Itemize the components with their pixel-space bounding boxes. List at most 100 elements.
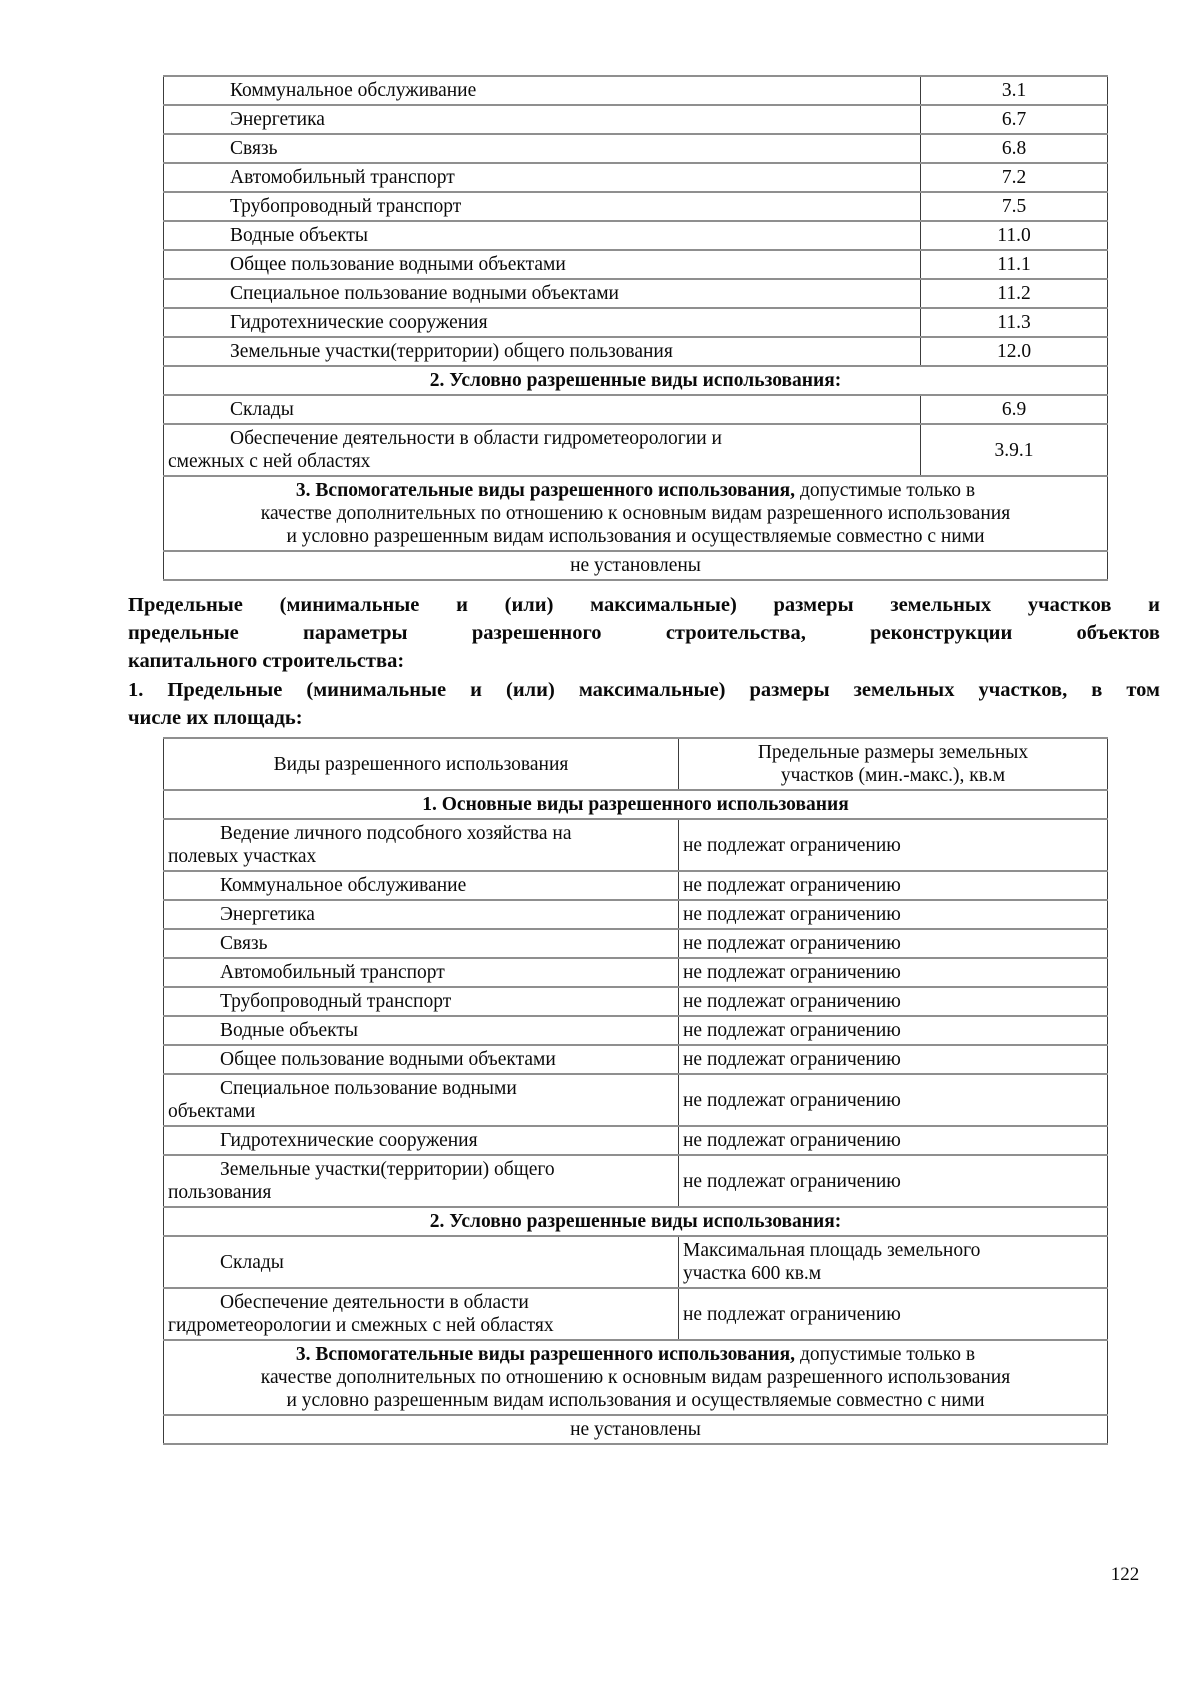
table-row: Энергетика 6.7: [163, 104, 1108, 135]
code-cell: 6.9: [920, 394, 1108, 425]
use-types-column-header: Виды разрешенного использования: [163, 737, 679, 791]
size-limit-cell: не подлежат ограничению: [678, 899, 1108, 930]
table-row: Специальное пользование водными объектам…: [163, 1073, 1108, 1127]
code-cell: 7.5: [920, 191, 1108, 222]
table-row: Земельные участки(территории) общего пол…: [163, 336, 1108, 367]
code-cell: 6.8: [920, 133, 1108, 164]
use-type-cell: Гидротехнические сооружения: [163, 307, 921, 338]
use-type-cell: Связь: [163, 928, 679, 959]
table-row: Гидротехнические сооружения 11.3: [163, 307, 1108, 338]
auxiliary-uses-row: 3. Вспомогательные виды разрешенного исп…: [163, 475, 1108, 552]
size-limit-cell: не подлежат ограничению: [678, 928, 1108, 959]
use-type-cell: Водные объекты: [163, 220, 921, 251]
use-type-cell: Гидротехнические сооружения: [163, 1125, 679, 1156]
section-header-row: 2. Условно разрешенные виды использовани…: [163, 1206, 1108, 1237]
limits-item-1-justified-lines: 1. Предельные (минимальные и (или) макси…: [128, 679, 1160, 701]
use-type-cell: Обеспечение деятельности в области гидро…: [163, 1287, 679, 1341]
table-row: Ведение личного подсобного хозяйства на …: [163, 818, 1108, 872]
size-limit-cell: Максимальная площадь земельного участка …: [678, 1235, 1108, 1289]
code-cell: 6.7: [920, 104, 1108, 135]
table-row: Энергетика не подлежат ограничению: [163, 899, 1108, 930]
size-limits-column-header: Предельные размеры земельных участков (м…: [678, 737, 1108, 791]
size-limit-cell: не подлежат ограничению: [678, 1287, 1108, 1341]
auxiliary-uses-text: допустимые только в качестве дополнитель…: [260, 480, 1011, 547]
table-row: Обеспечение деятельности в области гидро…: [163, 1287, 1108, 1341]
limits-heading: Предельные (минимальные и (или) максимал…: [128, 591, 1160, 675]
table-row: Связь 6.8: [163, 133, 1108, 164]
use-type-cell: Обеспечение деятельности в области гидро…: [163, 423, 921, 477]
page-number: 122: [1110, 1564, 1140, 1585]
table-row: Общее пользование водными объектами 11.1: [163, 249, 1108, 280]
use-type-cell: Специальное пользование водными объектам…: [163, 1073, 679, 1127]
table-row: Связь не подлежат ограничению: [163, 928, 1108, 959]
not-established-row: не установлены: [163, 550, 1108, 581]
use-type-cell: Трубопроводный транспорт: [163, 191, 921, 222]
auxiliary-uses-text: допустимые только в качестве дополнитель…: [260, 1344, 1011, 1411]
use-type-cell: Энергетика: [163, 899, 679, 930]
section-header-row: 1. Основные виды разрешенного использова…: [163, 789, 1108, 820]
main-uses-section-header: 1. Основные виды разрешенного использова…: [163, 789, 1108, 820]
table-row: Склады 6.9: [163, 394, 1108, 425]
not-established-cell: не установлены: [163, 550, 1108, 581]
section-header-row: 2. Условно разрешенные виды использовани…: [163, 365, 1108, 396]
auxiliary-uses-paragraph: 3. Вспомогательные виды разрешенного исп…: [163, 1339, 1108, 1416]
code-cell: 11.3: [920, 307, 1108, 338]
parcel-size-limits-table: Виды разрешенного использования Предельны…: [163, 737, 1108, 1445]
code-cell: 11.1: [920, 249, 1108, 280]
use-type-cell: Ведение личного подсобного хозяйства на …: [163, 818, 679, 872]
use-type-cell: Общее пользование водными объектами: [163, 1044, 679, 1075]
size-limit-cell: не подлежат ограничению: [678, 818, 1108, 872]
use-type-cell: Коммунальное обслуживание: [163, 870, 679, 901]
size-limit-cell: не подлежат ограничению: [678, 1015, 1108, 1046]
table-row: Коммунальное обслуживание 3.1: [163, 75, 1108, 106]
not-established-cell: не установлены: [163, 1414, 1108, 1445]
header-row: Виды разрешенного использования Предельны…: [163, 737, 1108, 791]
use-type-cell: Коммунальное обслуживание: [163, 75, 921, 106]
code-cell: 11.0: [920, 220, 1108, 251]
use-type-cell: Земельные участки(территории) общего пол…: [163, 336, 921, 367]
code-cell: 7.2: [920, 162, 1108, 193]
code-cell: 3.9.1: [920, 423, 1108, 477]
auxiliary-uses-row: 3. Вспомогательные виды разрешенного исп…: [163, 1339, 1108, 1416]
size-limit-cell: не подлежат ограничению: [678, 986, 1108, 1017]
use-type-cell: Специальное пользование водными объектам…: [163, 278, 921, 309]
size-limit-cell: не подлежат ограничению: [678, 1154, 1108, 1208]
table-row: Склады Максимальная площадь земельного уч…: [163, 1235, 1108, 1289]
table-row: Гидротехнические сооружения не подлежат о…: [163, 1125, 1108, 1156]
use-type-cell: Автомобильный транспорт: [163, 162, 921, 193]
limits-item-1-last-line: числе их площадь:: [128, 707, 303, 729]
conditional-uses-section-header: 2. Условно разрешенные виды использовани…: [163, 1206, 1108, 1237]
conditional-uses-section-header: 2. Условно разрешенные виды использовани…: [163, 365, 1108, 396]
limits-item-1: 1. Предельные (минимальные и (или) макси…: [128, 676, 1160, 732]
use-type-cell: Склады: [163, 394, 921, 425]
limits-heading-justified-lines: Предельные (минимальные и (или) максимал…: [128, 594, 1160, 644]
table-row: Общее пользование водными объектами не по…: [163, 1044, 1108, 1075]
use-type-cell: Связь: [163, 133, 921, 164]
auxiliary-uses-paragraph: 3. Вспомогательные виды разрешенного исп…: [163, 475, 1108, 552]
size-limit-cell: не подлежат ограничению: [678, 1125, 1108, 1156]
size-limit-cell: не подлежат ограничению: [678, 870, 1108, 901]
table-row: Автомобильный транспорт не подлежат огран…: [163, 957, 1108, 988]
use-type-cell: Трубопроводный транспорт: [163, 986, 679, 1017]
use-codes-table: Коммунальное обслуживание 3.1 Энергетика 6…: [163, 75, 1108, 581]
limits-heading-last-line: капитального строительства:: [128, 650, 405, 672]
use-type-cell: Общее пользование водными объектами: [163, 249, 921, 280]
not-established-row: не установлены: [163, 1414, 1108, 1445]
table-row: Водные объекты не подлежат ограничению: [163, 1015, 1108, 1046]
auxiliary-uses-lead: 3. Вспомогательные виды разрешенного исп…: [295, 480, 796, 501]
table-row: Обеспечение деятельности в области гидро…: [163, 423, 1108, 477]
table-row: Трубопроводный транспорт 7.5: [163, 191, 1108, 222]
table-row: Трубопроводный транспорт не подлежат огра…: [163, 986, 1108, 1017]
use-type-cell: Водные объекты: [163, 1015, 679, 1046]
table-row: Водные объекты 11.0: [163, 220, 1108, 251]
use-type-cell: Энергетика: [163, 104, 921, 135]
use-type-cell: Автомобильный транспорт: [163, 957, 679, 988]
size-limit-cell: не подлежат ограничению: [678, 1073, 1108, 1127]
table-row: Специальное пользование водными объектам…: [163, 278, 1108, 309]
table-row: Автомобильный транспорт 7.2: [163, 162, 1108, 193]
size-limit-cell: не подлежат ограничению: [678, 957, 1108, 988]
use-type-cell: Склады: [163, 1235, 679, 1289]
use-type-cell: Земельные участки(территории) общего пол…: [163, 1154, 679, 1208]
code-cell: 11.2: [920, 278, 1108, 309]
